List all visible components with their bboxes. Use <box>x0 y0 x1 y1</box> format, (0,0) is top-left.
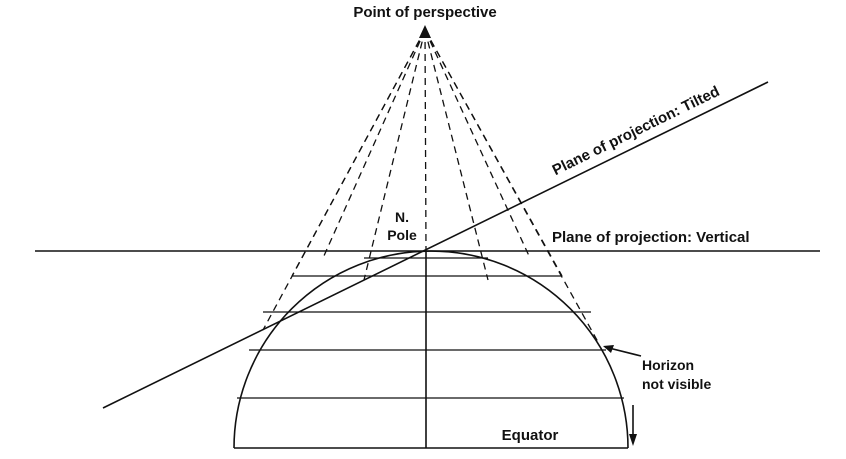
projection-ray <box>291 29 426 277</box>
horizon-label-line2: not visible <box>642 376 711 392</box>
tilted-plane-line <box>102 81 769 409</box>
horizon-arrow-head-icon <box>603 345 614 353</box>
perspective-point-icon <box>419 25 431 38</box>
north-pole-label-line2: Pole <box>387 227 417 243</box>
latitude-parallels <box>237 257 624 399</box>
projection-ray <box>424 29 427 252</box>
projection-ray <box>424 29 531 259</box>
projection-ray <box>363 29 426 281</box>
projection-ray <box>424 29 489 281</box>
projection-rays <box>262 29 599 343</box>
projection-ray <box>322 29 426 259</box>
down-arrow-head-icon <box>629 434 637 446</box>
point-of-perspective-label: Point of perspective <box>353 4 496 21</box>
north-pole-label-line1: N. <box>395 209 409 225</box>
tilted-plane-label: Plane of projection: Tilted <box>550 83 723 179</box>
vertical-plane-label: Plane of projection: Vertical <box>552 229 750 246</box>
horizon-label-line1: Horizon <box>642 357 694 373</box>
equator-label: Equator <box>502 427 559 444</box>
projection-ray <box>424 29 599 343</box>
